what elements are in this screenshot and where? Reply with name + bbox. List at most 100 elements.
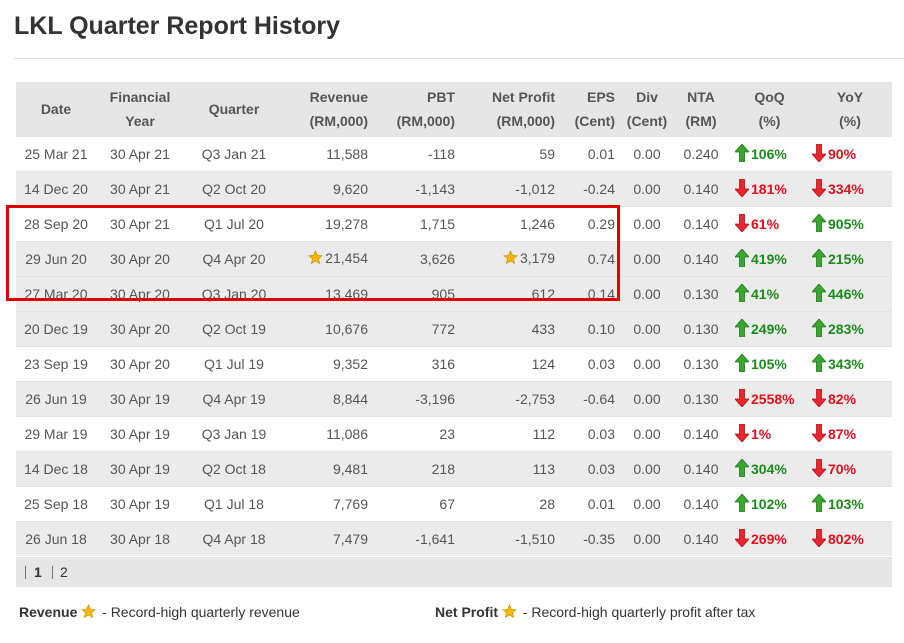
cell-net-profit: -1,510 [463, 521, 563, 556]
cell-pbt: 1,715 [376, 206, 463, 242]
cell-qoq: 269% [731, 521, 808, 556]
cell-nta: 0.140 [671, 416, 731, 452]
cell-eps: 0.29 [563, 206, 623, 242]
cell-yoy: 334% [808, 171, 892, 207]
cell-yoy: 215% [808, 241, 892, 277]
arrow-up-icon [811, 317, 827, 340]
cell-net-profit: 124 [463, 346, 563, 382]
cell-qoq: 1% [731, 416, 808, 452]
cell-pbt: -1,143 [376, 171, 463, 207]
page-link-2[interactable]: 2 [60, 564, 68, 580]
cell-date[interactable]: 14 Dec 18 [16, 451, 96, 487]
cell-div: 0.00 [623, 171, 671, 207]
cell-net-profit: 433 [463, 311, 563, 347]
cell-div: 0.00 [623, 521, 671, 556]
cell-eps: 0.10 [563, 311, 623, 347]
table-row: 20 Dec 19 30 Apr 20 Q2 Oct 19 10,676 772 433 0… [16, 311, 892, 347]
cell-nta: 0.140 [671, 451, 731, 487]
arrow-down-icon [811, 458, 827, 480]
cell-financial-year: 30 Apr 19 [96, 416, 184, 452]
pagination: 1 2 [16, 557, 892, 587]
cell-qoq: 41% [731, 276, 808, 312]
arrow-up-icon [811, 247, 827, 270]
cell-financial-year: 30 Apr 19 [96, 381, 184, 417]
quarter-report-table: Date Financial Year Quarter Revenue (RM,00… [16, 82, 892, 556]
cell-quarter: Q3 Jan 21 [184, 136, 284, 172]
arrow-up-icon [811, 282, 827, 305]
cell-net-profit: 612 [463, 276, 563, 312]
cell-yoy: 446% [808, 276, 892, 312]
cell-nta: 0.240 [671, 136, 731, 172]
cell-eps: 0.03 [563, 346, 623, 382]
cell-eps: 0.01 [563, 136, 623, 172]
cell-qoq: 2558% [731, 381, 808, 417]
header-quarter[interactable]: Quarter [184, 82, 284, 137]
cell-date[interactable]: 27 Mar 20 [16, 276, 96, 312]
cell-yoy: 343% [808, 346, 892, 382]
cell-yoy: 283% [808, 311, 892, 347]
table-row: 29 Jun 20 30 Apr 20 Q4 Apr 20 21,454 3,626 3,… [16, 241, 892, 277]
cell-financial-year: 30 Apr 20 [96, 241, 184, 277]
header-financial-year[interactable]: Financial Year [96, 82, 184, 137]
cell-nta: 0.140 [671, 171, 731, 207]
header-yoy[interactable]: YoY (%) [808, 82, 892, 137]
cell-quarter: Q4 Apr 19 [184, 381, 284, 417]
header-div[interactable]: Div (Cent) [623, 82, 671, 137]
header-nta[interactable]: NTA (RM) [671, 82, 731, 137]
header-date[interactable]: Date [16, 82, 96, 137]
cell-eps: -0.35 [563, 521, 623, 556]
cell-pbt: -118 [376, 136, 463, 172]
cell-yoy: 103% [808, 486, 892, 522]
header-net-profit[interactable]: Net Profit (RM,000) [463, 82, 563, 137]
cell-div: 0.00 [623, 451, 671, 487]
table-body: 25 Mar 21 30 Apr 21 Q3 Jan 21 11,588 -118 59 0… [16, 136, 892, 556]
table-row: 29 Mar 19 30 Apr 19 Q3 Jan 19 11,086 23 112 0.… [16, 416, 892, 452]
cell-pbt: 3,626 [376, 241, 463, 277]
table-row: 14 Dec 20 30 Apr 21 Q2 Oct 20 9,620 -1,143 -1… [16, 171, 892, 207]
cell-div: 0.00 [623, 206, 671, 242]
page-link-1[interactable]: 1 [34, 564, 42, 580]
cell-date[interactable]: 14 Dec 20 [16, 171, 96, 207]
cell-eps: -0.64 [563, 381, 623, 417]
cell-date[interactable]: 25 Sep 18 [16, 486, 96, 522]
table-header: Date Financial Year Quarter Revenue (RM,00… [16, 82, 892, 137]
cell-quarter: Q2 Oct 19 [184, 311, 284, 347]
cell-net-profit: -1,012 [463, 171, 563, 207]
cell-div: 0.00 [623, 381, 671, 417]
cell-date[interactable]: 29 Jun 20 [16, 241, 96, 277]
cell-financial-year: 30 Apr 21 [96, 171, 184, 207]
cell-date[interactable]: 28 Sep 20 [16, 206, 96, 242]
cell-revenue: 9,352 [284, 346, 376, 382]
cell-yoy: 70% [808, 451, 892, 487]
cell-qoq: 61% [731, 206, 808, 242]
header-eps[interactable]: EPS (Cent) [563, 82, 623, 137]
arrow-down-icon [734, 178, 750, 200]
cell-pbt: 218 [376, 451, 463, 487]
cell-quarter: Q3 Jan 20 [184, 276, 284, 312]
cell-net-profit: 112 [463, 416, 563, 452]
cell-date[interactable]: 20 Dec 19 [16, 311, 96, 347]
header-qoq[interactable]: QoQ (%) [731, 82, 808, 137]
cell-date[interactable]: 29 Mar 19 [16, 416, 96, 452]
cell-pbt: 316 [376, 346, 463, 382]
cell-date[interactable]: 26 Jun 19 [16, 381, 96, 417]
cell-div: 0.00 [623, 416, 671, 452]
cell-yoy: 87% [808, 416, 892, 452]
cell-net-profit: 28 [463, 486, 563, 522]
cell-revenue: 11,588 [284, 136, 376, 172]
cell-date[interactable]: 23 Sep 19 [16, 346, 96, 382]
cell-nta: 0.140 [671, 486, 731, 522]
header-revenue[interactable]: Revenue (RM,000) [284, 82, 376, 137]
arrow-up-icon [734, 282, 750, 305]
cell-financial-year: 30 Apr 21 [96, 136, 184, 172]
cell-date[interactable]: 25 Mar 21 [16, 136, 96, 172]
cell-date[interactable]: 26 Jun 18 [16, 521, 96, 556]
arrow-up-icon [734, 352, 750, 375]
cell-div: 0.00 [623, 276, 671, 312]
header-pbt[interactable]: PBT (RM,000) [376, 82, 463, 137]
arrow-up-icon [734, 142, 750, 165]
cell-nta: 0.140 [671, 206, 731, 242]
cell-quarter: Q4 Apr 18 [184, 521, 284, 556]
cell-yoy: 905% [808, 206, 892, 242]
cell-revenue: 9,481 [284, 451, 376, 487]
